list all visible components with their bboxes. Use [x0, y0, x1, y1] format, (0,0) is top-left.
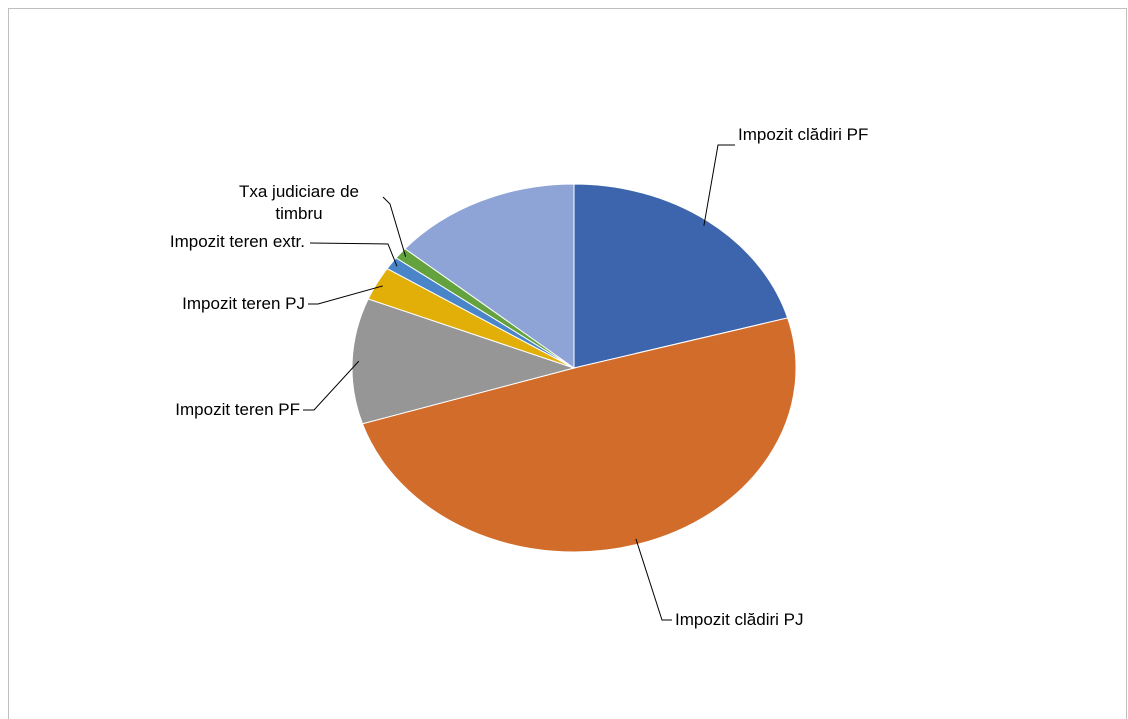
leader-line-4: [309, 242, 398, 267]
leader-line-1: [635, 538, 672, 621]
data-label-impozit-cladiri-pj: Impozit clădiri PJ: [675, 610, 803, 629]
data-label-impozit-cladiri-pf: Impozit clădiri PF: [738, 125, 868, 144]
leader-line-3: [308, 285, 383, 305]
data-label-impozit-teren-pj: Impozit teren PJ: [182, 294, 305, 313]
pie-slice-6: [404, 183, 575, 369]
leader-line-5: [382, 196, 407, 257]
data-label-impozit-teren-pf: Impozit teren PF: [175, 400, 300, 419]
pie-slice-0: [573, 183, 789, 369]
data-label-taxa-judiciare-timbru: Txa judiciare de timbru: [239, 182, 359, 223]
data-label-impozit-teren-extr: Impozit teren extr.: [170, 232, 305, 251]
leader-line-2: [303, 360, 360, 411]
pie-slice-2: [351, 298, 576, 425]
leader-line-0: [703, 144, 735, 226]
